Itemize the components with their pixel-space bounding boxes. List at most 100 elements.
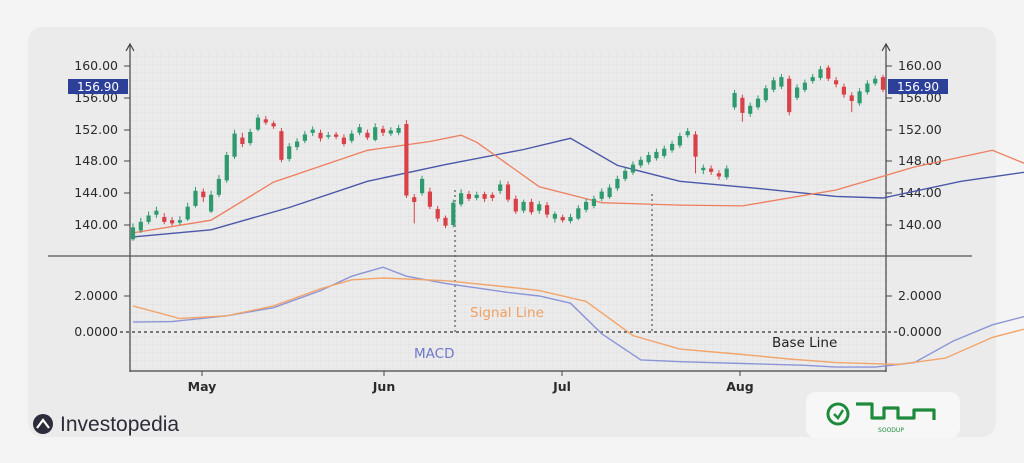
ema-fast-layer — [132, 134, 1024, 234]
candle-body — [693, 134, 698, 157]
candle — [607, 184, 612, 199]
candle-body — [521, 201, 526, 211]
candle — [412, 193, 417, 224]
candle-body — [498, 184, 503, 191]
candle-body — [685, 131, 690, 136]
candle — [521, 199, 526, 214]
candle-body — [209, 194, 214, 212]
candle — [505, 181, 511, 202]
investopedia-logo-icon — [33, 414, 53, 434]
candle — [279, 128, 284, 163]
candle-body — [623, 170, 628, 179]
candle — [490, 192, 495, 202]
last-price-badge-left — [68, 79, 128, 94]
candle — [576, 205, 581, 221]
candle-body — [193, 190, 198, 206]
candle-body — [170, 220, 175, 224]
candle — [404, 120, 409, 198]
candle-body — [880, 77, 886, 90]
candle-body — [396, 128, 401, 133]
candle — [287, 143, 292, 162]
candle — [880, 74, 886, 93]
price-ticks-right: 160.00 156.00 152.00 148.00 144.00 140.0… — [898, 58, 942, 232]
candle-body — [255, 117, 261, 130]
candle-body — [709, 168, 714, 172]
macd-tick: 2.0000 — [898, 288, 942, 303]
candle — [334, 131, 339, 140]
candle-body — [318, 132, 323, 139]
ema-slow-line — [132, 137, 1024, 238]
candle — [654, 148, 659, 161]
candle — [498, 180, 503, 194]
investopedia-logo-mark — [36, 418, 50, 429]
candle-body — [740, 97, 745, 113]
candle — [787, 75, 792, 116]
candle — [724, 165, 729, 180]
candle — [615, 175, 620, 191]
last-price-label: 156.90 — [77, 80, 119, 94]
candle — [373, 123, 378, 142]
candle — [138, 217, 143, 233]
candle-body — [654, 151, 659, 159]
candle-body — [755, 98, 761, 108]
candle — [427, 187, 432, 210]
candle — [552, 211, 557, 223]
candle-body — [826, 67, 831, 79]
candle — [630, 161, 636, 175]
grid-background — [130, 52, 886, 370]
price-tick: 144.00 — [74, 185, 118, 200]
price-tick: 144.00 — [898, 185, 942, 200]
candle — [755, 95, 761, 110]
candle — [185, 202, 190, 222]
right-axis-arrow — [881, 42, 891, 52]
candle — [130, 223, 136, 241]
candle — [716, 170, 721, 180]
candle-body — [373, 127, 378, 140]
candle — [545, 201, 550, 218]
month-label: May — [188, 379, 217, 394]
candle-body — [341, 137, 346, 144]
candle — [779, 73, 784, 90]
macd-layer — [132, 266, 1024, 368]
price-tick: 152.00 — [74, 122, 118, 137]
candle — [193, 186, 198, 208]
candle-body — [248, 132, 253, 144]
candle-body — [748, 105, 753, 114]
candle-body — [130, 227, 136, 240]
candle-body — [576, 208, 581, 219]
candle-body — [646, 155, 651, 163]
candle-layer — [130, 65, 886, 241]
candle — [232, 129, 237, 160]
candle-body — [662, 148, 667, 156]
candle-body — [857, 91, 862, 104]
candle — [748, 102, 753, 117]
candle — [677, 132, 682, 148]
candle — [763, 85, 768, 103]
soodup-wordmark-shape — [856, 402, 936, 420]
candle-body — [263, 119, 268, 123]
candle-body — [302, 134, 307, 141]
last-price-badge-right — [888, 79, 948, 94]
candle-body — [716, 173, 721, 177]
candle — [685, 128, 690, 138]
price-tick: 148.00 — [74, 153, 118, 168]
macd-line — [132, 266, 1024, 368]
signal-line-label: Signal Line — [470, 305, 544, 321]
candle — [810, 73, 815, 84]
candle — [599, 188, 604, 202]
candle-body — [216, 178, 221, 195]
candle-body — [427, 191, 432, 207]
candle-body — [841, 86, 846, 95]
candle — [341, 134, 346, 147]
candle-body — [552, 213, 557, 219]
candle — [224, 151, 229, 183]
candle-body — [787, 78, 792, 113]
candle-body — [435, 209, 440, 219]
candle-body — [349, 133, 354, 141]
candle — [302, 131, 307, 144]
month-label: Jun — [372, 379, 395, 394]
candle-body — [529, 201, 534, 213]
candle-body — [154, 210, 159, 215]
candle-body — [404, 124, 409, 196]
